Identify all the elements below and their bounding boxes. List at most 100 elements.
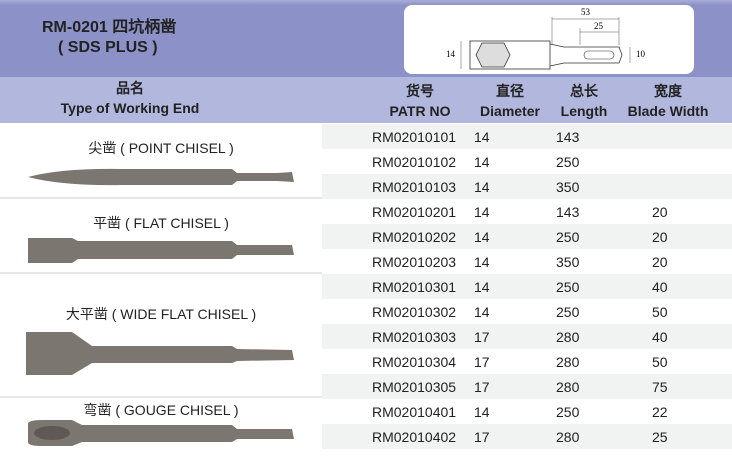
cell-width: 20 (652, 254, 668, 270)
col-diameter-header: 直径 Diameter (472, 81, 548, 121)
cell-dia: 14 (474, 304, 490, 320)
cell-dia: 14 (474, 204, 490, 220)
cell-dia: 17 (474, 379, 490, 395)
cell-dia: 14 (474, 254, 490, 270)
cell-len: 280 (556, 429, 580, 445)
group-label: 平凿 ( FLAT CHISEL ) (93, 215, 229, 231)
group-flat-chisel: 平凿 ( FLAT CHISEL ) (0, 199, 322, 274)
cell-part: RM02010302 (372, 304, 457, 320)
cell-width: 40 (652, 279, 668, 295)
group-wide-flat-chisel: 大平凿 ( WIDE FLAT CHISEL ) (0, 274, 322, 398)
dim-total: 53 (581, 7, 591, 17)
col-part-header: 货号 PATR NO (370, 81, 470, 121)
cell-dia: 14 (474, 179, 490, 195)
group-label: 大平凿 ( WIDE FLAT CHISEL ) (65, 306, 257, 322)
dim-hex: 14 (446, 49, 456, 59)
cell-len: 280 (556, 329, 580, 345)
product-title: RM-0201 四坑柄凿 ( SDS PLUS ) (42, 18, 176, 58)
cell-width: 20 (652, 229, 668, 245)
cell-width: 25 (652, 429, 668, 445)
title-band: RM-0201 四坑柄凿 ( SDS PLUS ) 53 25 14 10 (0, 0, 732, 77)
col-name-cn: 品名 (116, 80, 144, 96)
cell-width: 75 (652, 379, 668, 395)
cell-len: 250 (556, 404, 580, 420)
point-chisel-image (28, 168, 294, 186)
col-dia-cn: 直径 (496, 83, 524, 99)
group-label: 尖凿 ( POINT CHISEL ) (88, 140, 234, 156)
cell-width: 40 (652, 329, 668, 345)
gouge-chisel-image (28, 420, 294, 446)
cell-len: 250 (556, 229, 580, 245)
cell-width: 50 (652, 304, 668, 320)
cell-part: RM02010305 (372, 379, 457, 395)
table-header: 品名 Type of Working End 货号 PATR NO 直径 Diamet… (0, 77, 732, 123)
cell-len: 250 (556, 279, 580, 295)
cell-part: RM02010301 (372, 279, 457, 295)
table-row: RM02010101 14 143 (322, 124, 732, 149)
col-width-en: Blade Width (627, 103, 709, 119)
flat-chisel-image (28, 238, 294, 263)
cell-len: 350 (556, 254, 580, 270)
cell-part: RM02010102 (372, 154, 457, 170)
table-row: RM02010305 17 280 75 (322, 374, 732, 399)
cell-width: 50 (652, 354, 668, 370)
col-len-cn: 总长 (570, 83, 598, 99)
wide-flat-chisel-image (26, 332, 294, 375)
cell-part: RM02010201 (372, 204, 457, 220)
cell-part: RM02010101 (372, 129, 457, 145)
cell-dia: 14 (474, 404, 490, 420)
title-line1: RM-0201 四坑柄凿 (42, 19, 177, 36)
cell-len: 250 (556, 304, 580, 320)
col-width-header: 宽度 Blade Width (618, 81, 718, 121)
col-length-header: 总长 Length (552, 81, 616, 121)
cell-width: 22 (652, 404, 668, 420)
col-name-header: 品名 Type of Working End (30, 78, 230, 118)
cell-dia: 14 (474, 279, 490, 295)
table-row: RM02010201 14 143 20 (322, 199, 732, 224)
cell-part: RM02010103 (372, 179, 457, 195)
cell-part: RM02010303 (372, 329, 457, 345)
table-row: RM02010302 14 250 50 (322, 299, 732, 324)
table-row: RM02010303 17 280 40 (322, 324, 732, 349)
cell-part: RM02010304 (372, 354, 457, 370)
table-row: RM02010202 14 250 20 (322, 224, 732, 249)
cell-len: 250 (556, 154, 580, 170)
cell-dia: 17 (474, 429, 490, 445)
group-point-chisel: 尖凿 ( POINT CHISEL ) (0, 124, 322, 199)
table-row: RM02010402 17 280 25 (322, 424, 732, 449)
col-part-en: PATR NO (389, 103, 451, 119)
cell-len: 280 (556, 379, 580, 395)
cell-width: 20 (652, 204, 668, 220)
cell-part: RM02010402 (372, 429, 457, 445)
table-row: RM02010203 14 350 20 (322, 249, 732, 274)
table-row: RM02010301 14 250 40 (322, 274, 732, 299)
col-width-cn: 宽度 (654, 83, 682, 99)
cell-len: 280 (556, 354, 580, 370)
dim-tip: 10 (636, 49, 646, 59)
table-row: RM02010102 14 250 (322, 149, 732, 174)
cell-dia: 17 (474, 354, 490, 370)
cell-part: RM02010202 (372, 229, 457, 245)
table-row: RM02010304 17 280 50 (322, 349, 732, 374)
col-part-cn: 货号 (406, 83, 434, 99)
cell-dia: 14 (474, 154, 490, 170)
cell-dia: 14 (474, 229, 490, 245)
title-line2: ( SDS PLUS ) (58, 39, 158, 56)
cell-part: RM02010203 (372, 254, 457, 270)
table-row: RM02010401 14 250 22 (322, 399, 732, 424)
group-gouge-chisel: 弯凿 ( GOUGE CHISEL ) (0, 398, 322, 449)
cell-dia: 14 (474, 129, 490, 145)
cell-part: RM02010401 (372, 404, 457, 420)
group-label: 弯凿 ( GOUGE CHISEL ) (83, 402, 239, 418)
col-dia-en: Diameter (480, 103, 540, 119)
spec-table: RM02010101 14 143 RM02010102 14 250 RM02010103… (322, 124, 732, 449)
col-len-en: Length (560, 103, 608, 119)
shank-dimension-drawing: 53 25 14 10 (404, 5, 694, 74)
col-name-en: Type of Working End (60, 100, 200, 116)
cell-len: 143 (556, 204, 580, 220)
cell-dia: 17 (474, 329, 490, 345)
cell-len: 350 (556, 179, 580, 195)
table-row: RM02010103 14 350 (322, 174, 732, 199)
dim-shank: 25 (594, 21, 604, 31)
cell-len: 143 (556, 129, 580, 145)
